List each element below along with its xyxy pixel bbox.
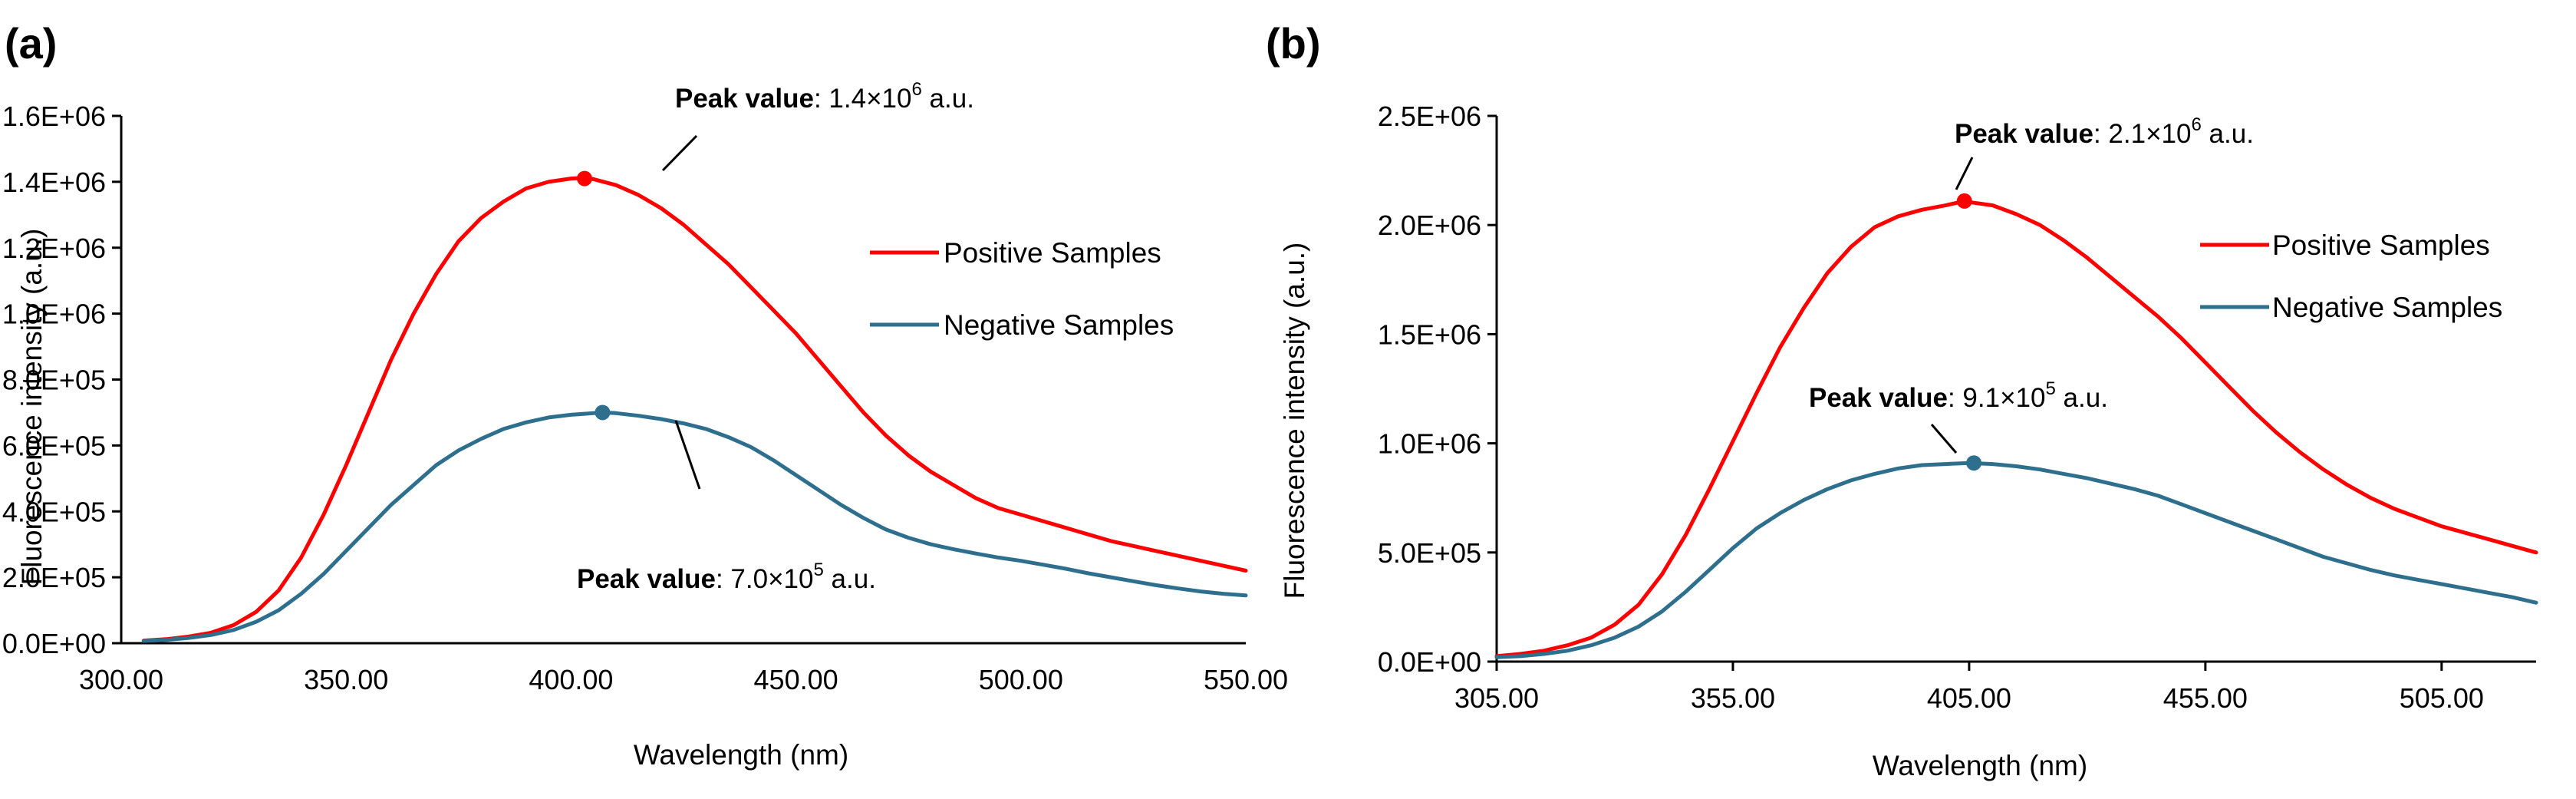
legend-b: Positive Samples Negative Samples xyxy=(2200,229,2502,323)
x-tick-label: 505.00 xyxy=(2400,682,2484,714)
y-axis-title-b: Fluorescence intensity (a.u.) xyxy=(1279,243,1310,599)
y-tick-label: 1.4E+06 xyxy=(2,167,106,198)
series-line-positive xyxy=(141,176,1248,643)
x-tick-label: 400.00 xyxy=(529,664,613,695)
annotation-peak-negative-b: Peak value: 9.1×105 a.u. xyxy=(1809,378,2108,413)
y-tick-label: 1.0E+06 xyxy=(2,299,106,330)
peak-marker-positive xyxy=(1956,193,1972,209)
annotation-leader-positive-b xyxy=(1955,157,1974,190)
annotation-peak-negative-a: Peak value: 7.0×105 a.u. xyxy=(577,560,876,594)
x-tick-label: 455.00 xyxy=(2163,682,2248,714)
x-tick-label: 550.00 xyxy=(1204,664,1288,695)
y-tick-label: 8.0E+05 xyxy=(2,365,106,396)
y-tick-label: 4.0E+05 xyxy=(2,496,106,527)
annotation-leader-positive-a xyxy=(661,134,698,172)
legend-label-positive: Positive Samples xyxy=(2272,229,2490,261)
x-tick-label: 350.00 xyxy=(304,664,388,695)
panel-label-b: (b) xyxy=(1266,19,1321,68)
y-tick-label: 2.0E+06 xyxy=(1378,210,1481,241)
x-tick-label: 355.00 xyxy=(1691,682,1775,714)
x-tick-label: 305.00 xyxy=(1454,682,1539,714)
y-tick-label: 2.5E+06 xyxy=(1378,101,1481,132)
x-tick-label: 450.00 xyxy=(754,664,838,695)
x-axis-title-a: Wavelength (nm) xyxy=(634,739,848,771)
y-tick-label: 1.0E+06 xyxy=(1378,428,1481,460)
x-tick-label: 405.00 xyxy=(1927,682,2011,714)
chart-panel-a: (a) Fluorescence intensity (a.u.) Wavele… xyxy=(2,19,1288,771)
y-tick-label: 2.0E+05 xyxy=(2,562,106,593)
y-tick-label: 1.2E+06 xyxy=(2,233,106,264)
x-axis-title-b: Wavelength (nm) xyxy=(1873,750,2087,781)
y-tick-label: 0.0E+00 xyxy=(1378,646,1481,678)
chart-panel-b: (b) Fluorescence intensity (a.u.) Wavele… xyxy=(1266,19,2538,781)
annotation-leader-negative-a xyxy=(674,420,701,490)
annotation-peak-positive-a: Peak value: 1.4×106 a.u. xyxy=(675,79,974,114)
annotations-b: Peak value: 2.1×106 a.u. Peak value: 9.1… xyxy=(1809,114,2254,454)
series-group-b xyxy=(1494,193,2538,659)
legend-label-negative: Negative Samples xyxy=(944,309,1174,341)
series-line-negative xyxy=(1494,461,2538,659)
annotation-leader-negative-b xyxy=(1930,424,1958,454)
legend-label-negative: Negative Samples xyxy=(2272,292,2502,323)
y-tick-label: 1.5E+06 xyxy=(1378,319,1481,350)
peak-marker-negative xyxy=(595,404,611,421)
y-tick-label: 1.6E+06 xyxy=(2,101,106,132)
x-tick-label: 500.00 xyxy=(979,664,1063,695)
x-tick-label: 300.00 xyxy=(79,664,163,695)
y-tick-label: 6.0E+05 xyxy=(2,430,106,461)
legend-label-positive: Positive Samples xyxy=(944,237,1161,269)
annotation-peak-positive-b: Peak value: 2.1×106 a.u. xyxy=(1955,114,2254,149)
peak-marker-positive xyxy=(576,170,592,187)
legend-a: Positive Samples Negative Samples xyxy=(870,237,1174,341)
panel-label-a: (a) xyxy=(5,19,57,68)
axes-a: 0.0E+00 2.0E+05 4.0E+05 6.0E+05 8.0E+05 1.0E+… xyxy=(2,101,1288,695)
series-group-a xyxy=(141,170,1248,643)
y-tick-label: 0.0E+00 xyxy=(2,628,106,659)
axes-b: 0.0E+00 5.0E+05 1.0E+06 1.5E+06 2.0E+06 2.5E+… xyxy=(1378,101,2536,714)
y-axis-title-a: Fluorescence intensity (a.u.) xyxy=(16,229,48,586)
series-line-negative xyxy=(141,410,1248,643)
y-tick-label: 5.0E+05 xyxy=(1378,537,1481,569)
series-line-positive xyxy=(1494,199,2538,659)
annotations-a: Peak value: 1.4×106 a.u. Peak value: 7.0… xyxy=(577,79,974,594)
peak-marker-negative xyxy=(1966,455,1982,471)
